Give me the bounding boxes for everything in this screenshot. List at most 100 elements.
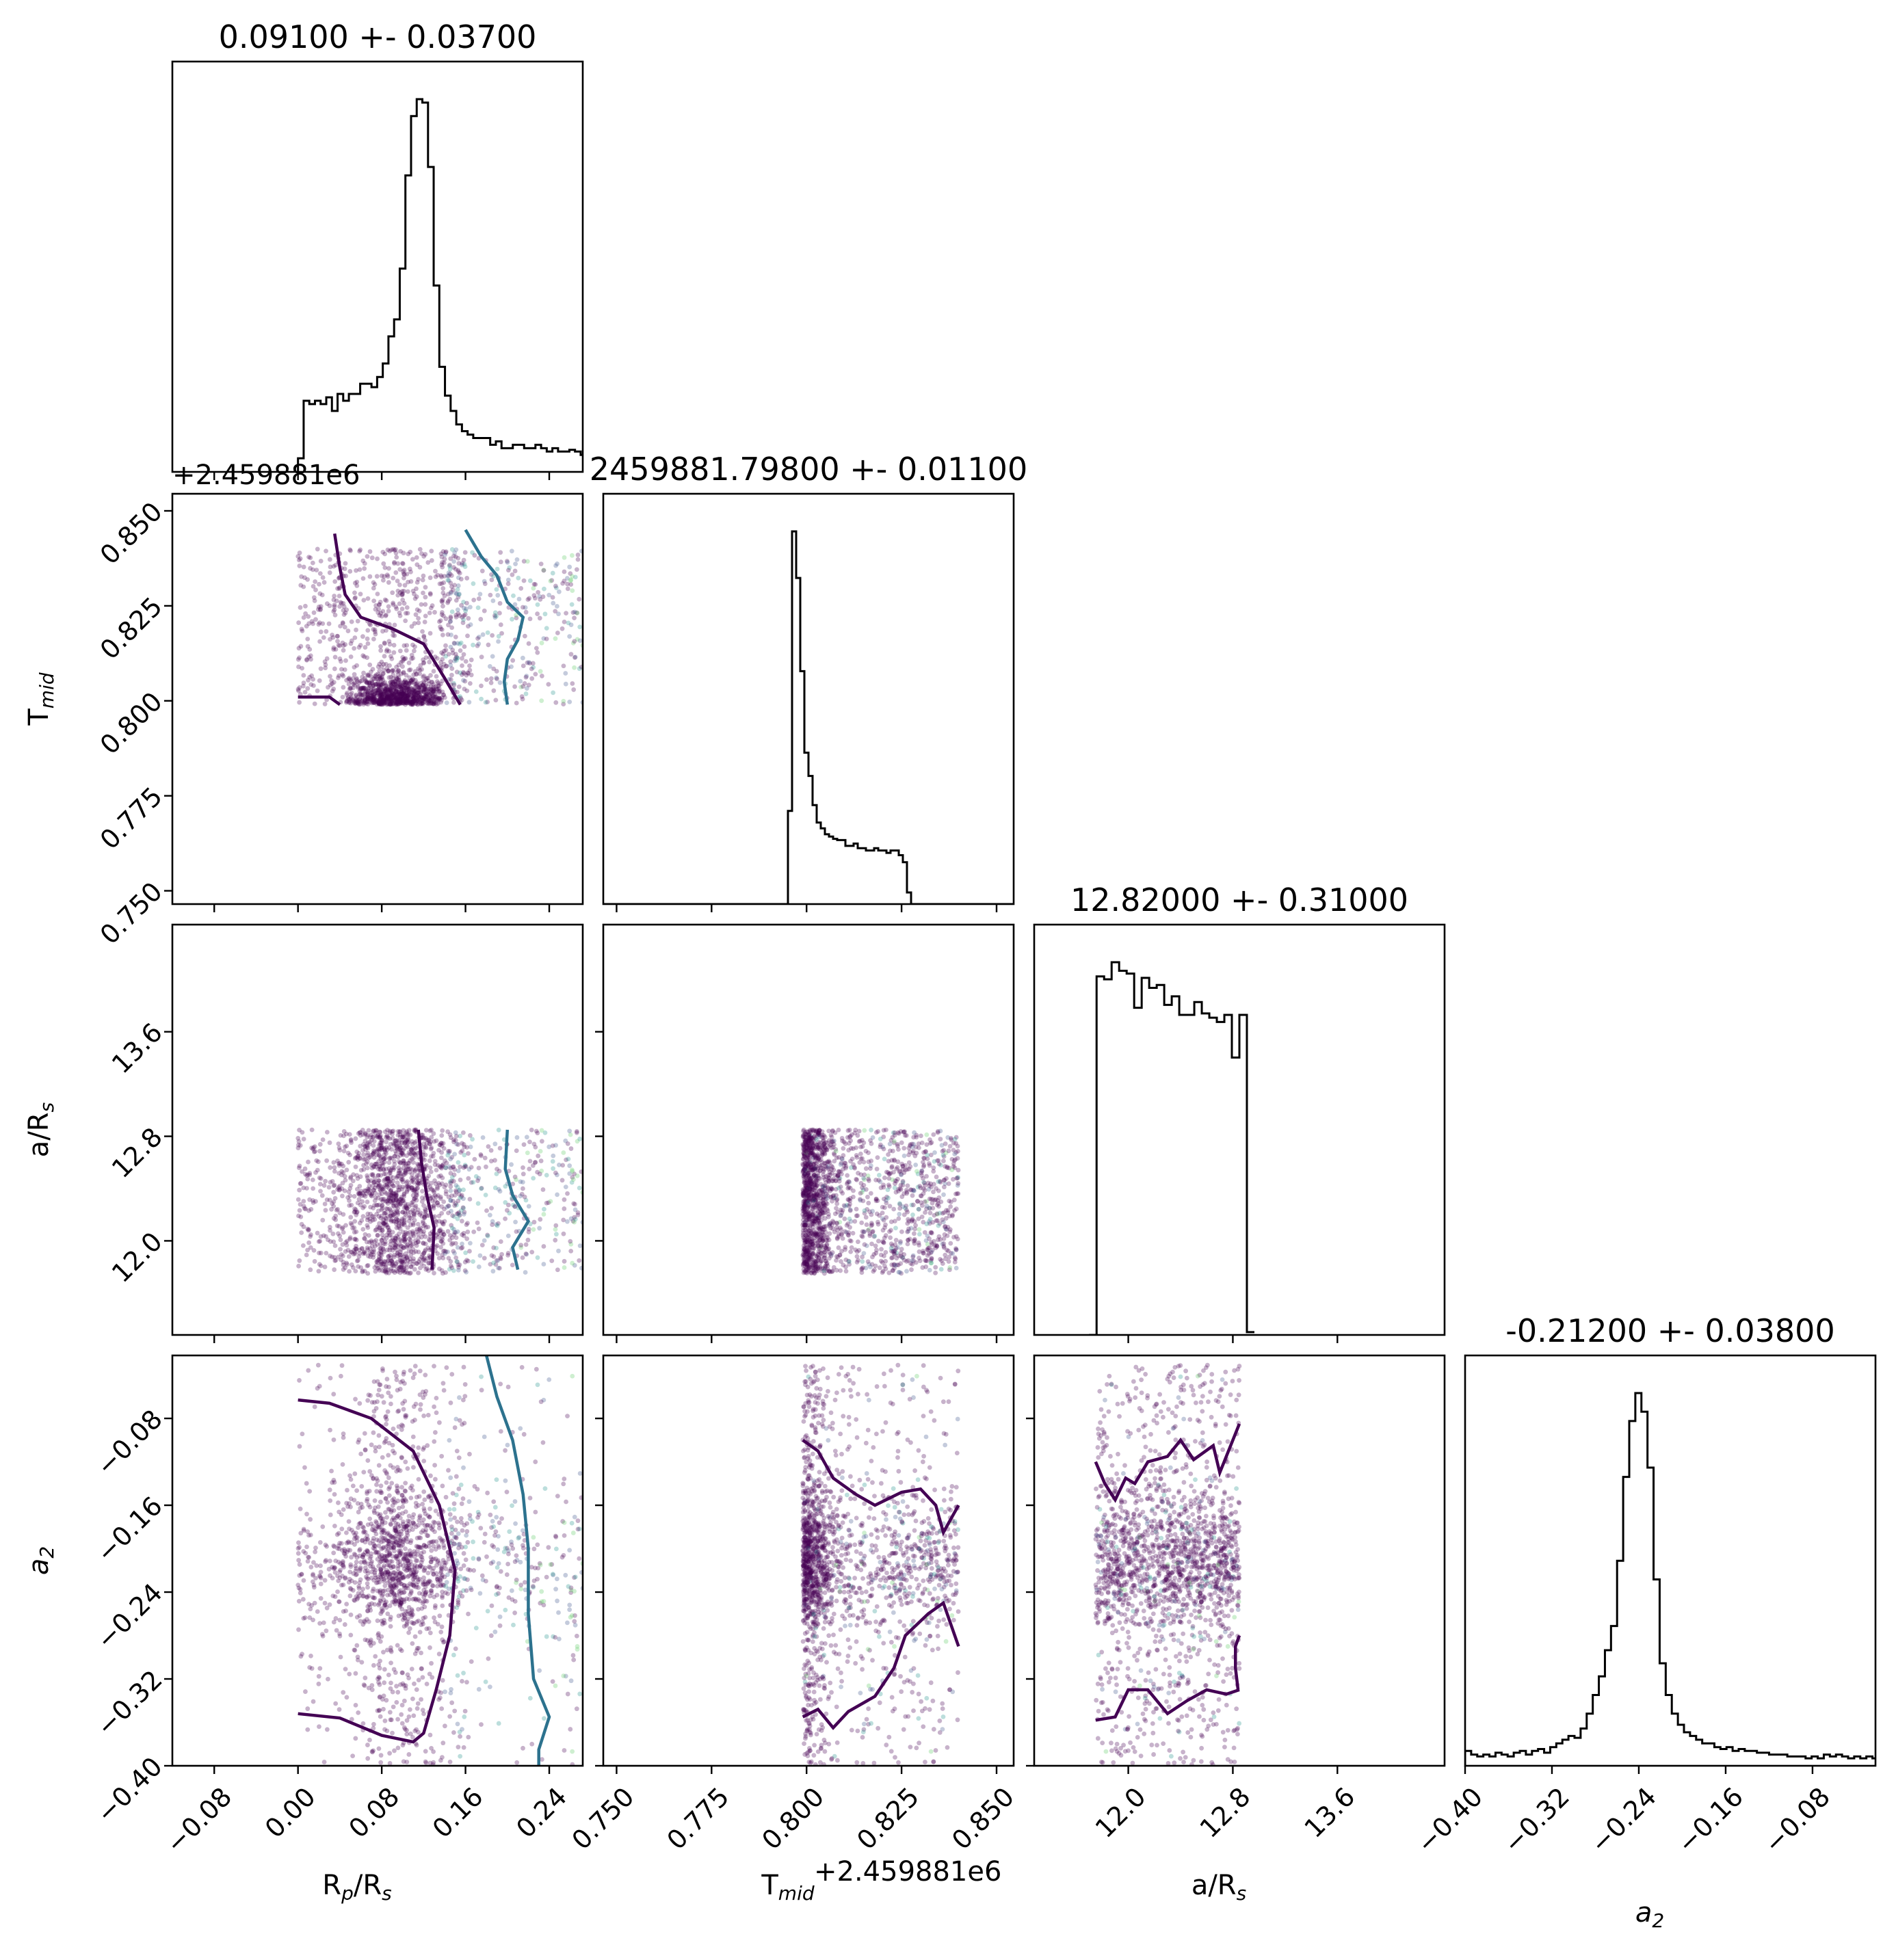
scatter-point <box>369 693 374 698</box>
scatter-point <box>805 1191 811 1196</box>
scatter-point <box>362 1236 367 1241</box>
scatter-point <box>371 585 376 591</box>
scatter-point <box>297 1187 302 1193</box>
scatter-point <box>810 1260 815 1266</box>
scatter-point <box>810 1145 815 1151</box>
scatter-point <box>801 1249 806 1254</box>
scatter-point <box>931 1165 936 1171</box>
scatter-point <box>380 674 384 680</box>
scatter-point <box>411 1160 416 1165</box>
scatter-point <box>416 689 421 695</box>
scatter-point <box>804 1200 809 1206</box>
scatter-point <box>547 1144 552 1150</box>
scatter-point <box>348 1176 353 1181</box>
scatter-point <box>811 1205 816 1210</box>
scatter-point <box>809 1151 815 1156</box>
scatter-point <box>430 689 436 695</box>
scatter-point <box>360 1148 365 1153</box>
scatter-point <box>396 1170 401 1176</box>
scatter-point <box>393 1203 399 1208</box>
scatter-point <box>489 572 494 577</box>
scatter-point <box>801 1151 806 1156</box>
scatter-point <box>366 1179 371 1184</box>
scatter-point <box>421 660 426 665</box>
scatter-point <box>479 568 485 574</box>
scatter-point <box>416 1249 421 1255</box>
scatter-point <box>912 1188 917 1193</box>
scatter-point <box>556 589 562 594</box>
scatter-point <box>537 594 542 599</box>
scatter-point <box>530 1163 536 1168</box>
scatter-point <box>490 633 495 638</box>
scatter-point <box>443 1165 449 1171</box>
scatter-point <box>400 1269 405 1274</box>
scatter-point <box>354 692 359 698</box>
scatter-point <box>397 1231 401 1236</box>
scatter-point <box>838 1184 843 1189</box>
scatter-point <box>335 1187 340 1192</box>
scatter-point <box>407 1230 412 1235</box>
scatter-point <box>383 1182 388 1188</box>
scatter-point <box>390 1131 395 1137</box>
scatter-point <box>382 689 388 694</box>
scatter-point <box>541 568 547 573</box>
scatter-point <box>393 696 398 702</box>
scatter-point <box>461 613 466 618</box>
scatter-point <box>452 1203 458 1208</box>
scatter-point <box>367 662 373 667</box>
scatter-point <box>414 1261 420 1267</box>
scatter-point <box>365 554 370 559</box>
scatter-point <box>466 1176 471 1181</box>
scatter-point <box>464 1222 469 1228</box>
scatter-point <box>386 1178 391 1184</box>
scatter-point <box>436 1256 442 1261</box>
scatter-point <box>385 695 390 700</box>
scatter-point <box>819 1226 825 1232</box>
scatter-point <box>565 576 570 581</box>
scatter-point <box>354 568 358 573</box>
scatter-point <box>443 1158 447 1163</box>
scatter-point <box>859 1266 865 1271</box>
y-tick-label: 13.6 <box>106 1017 168 1079</box>
scatter-point <box>811 1151 816 1156</box>
scatter-point <box>819 1129 825 1135</box>
scatter-point <box>471 597 477 602</box>
scatter-point <box>921 1186 926 1191</box>
scatter-point <box>398 1197 404 1202</box>
scatter-point <box>806 1255 812 1260</box>
scatter-point <box>395 676 400 682</box>
scatter-point <box>342 624 347 630</box>
scatter-point <box>365 1175 370 1180</box>
scatter-point <box>832 1211 838 1217</box>
scatter-point <box>310 1177 315 1182</box>
scatter-point <box>354 1155 360 1161</box>
scatter-point <box>495 566 500 572</box>
scatter-point <box>811 1166 817 1171</box>
scatter-point <box>347 1152 352 1158</box>
scatter-point <box>309 1127 315 1133</box>
scatter-point <box>439 598 445 604</box>
scatter-point <box>447 676 452 682</box>
scatter-point <box>911 1239 917 1244</box>
scatter-point <box>538 597 543 602</box>
scatter-point <box>399 689 404 693</box>
scatter-point <box>315 546 320 552</box>
scatter-point <box>819 1217 824 1223</box>
scatter-point <box>806 1190 811 1195</box>
scatter-point <box>540 1187 546 1192</box>
scatter-point <box>478 1152 484 1157</box>
scatter-point <box>401 690 406 696</box>
scatter-point <box>847 1195 853 1201</box>
scatter-point <box>410 1167 415 1172</box>
scatter-point <box>391 1219 397 1224</box>
scatter-point <box>442 593 447 598</box>
scatter-point <box>330 1231 336 1236</box>
scatter-point <box>459 698 464 702</box>
scatter-point <box>908 1164 913 1169</box>
scatter-point <box>825 1140 830 1145</box>
scatter-point <box>437 689 443 694</box>
scatter-point <box>297 655 302 661</box>
scatter-point <box>395 697 400 702</box>
scatter-point <box>828 1133 834 1138</box>
scatter-point <box>405 1242 410 1247</box>
